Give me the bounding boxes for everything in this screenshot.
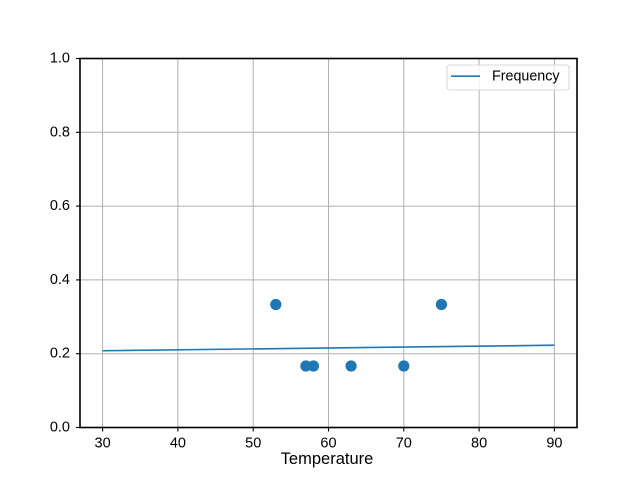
svg-text:Frequency: Frequency [492,69,560,85]
svg-text:30: 30 [95,436,111,452]
svg-text:1.0: 1.0 [50,51,70,67]
svg-text:70: 70 [396,436,412,452]
svg-text:80: 80 [471,436,487,452]
svg-text:0.4: 0.4 [50,272,70,288]
svg-text:0.0: 0.0 [50,420,70,436]
svg-text:50: 50 [245,436,261,452]
svg-text:0.6: 0.6 [50,198,70,214]
svg-text:0.8: 0.8 [50,124,70,140]
svg-text:40: 40 [170,436,186,452]
svg-text:0.2: 0.2 [50,346,70,362]
svg-text:90: 90 [546,436,562,452]
svg-text:Temperature: Temperature [281,450,374,468]
